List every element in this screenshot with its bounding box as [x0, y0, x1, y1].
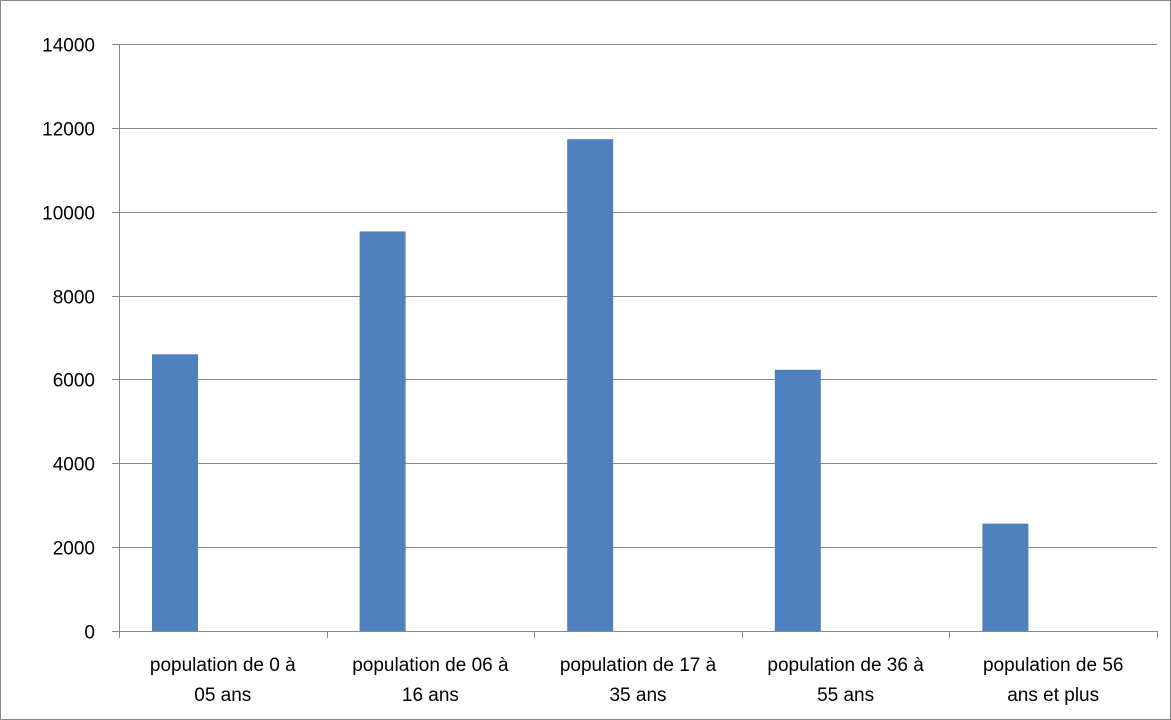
x-tick-label-line: population de 56 [983, 655, 1124, 676]
x-tick-label: population de 17 à 35 ans [560, 655, 717, 706]
tick-labels: 0 2000 4000 6000 8000 10000 12000 14000 populati… [42, 36, 1123, 707]
axes [112, 44, 1158, 638]
x-tick-label: population de 06 à 16 ans [352, 655, 509, 706]
x-tick-label-line: 35 ans [609, 685, 666, 706]
x-tick-label: population de 56 ans et plus [983, 655, 1124, 706]
x-tick-label-line: population de 36 à [767, 655, 924, 676]
bar-1 [152, 354, 198, 631]
x-tick-label: population de 0 à 05 ans [150, 655, 296, 706]
bar-3 [567, 139, 614, 631]
bar-5 [982, 523, 1029, 631]
bar-2 [359, 231, 406, 631]
bars [152, 139, 1029, 631]
y-tick-label: 8000 [53, 288, 95, 309]
x-tick-label-line: population de 06 à [352, 655, 509, 676]
x-tick-label-line: population de 17 à [560, 655, 717, 676]
y-tick-label: 10000 [42, 204, 95, 225]
gridlines [119, 44, 1157, 548]
y-tick-label: 6000 [53, 371, 95, 392]
x-tick-label-line: population de 0 à [150, 655, 296, 676]
y-tick-label: 12000 [42, 120, 95, 141]
x-tick-label: population de 36 à 55 ans [767, 655, 924, 706]
bar-4 [774, 369, 821, 631]
y-tick-label: 0 [84, 623, 95, 644]
y-tick-label: 4000 [53, 455, 95, 476]
x-tick-label-line: ans et plus [1007, 685, 1099, 706]
x-tick-label-line: 55 ans [817, 685, 874, 706]
x-tick-label-line: 05 ans [194, 685, 251, 706]
y-tick-label: 2000 [53, 539, 95, 560]
y-tick-label: 14000 [42, 36, 95, 57]
x-tick-label-line: 16 ans [402, 685, 459, 706]
